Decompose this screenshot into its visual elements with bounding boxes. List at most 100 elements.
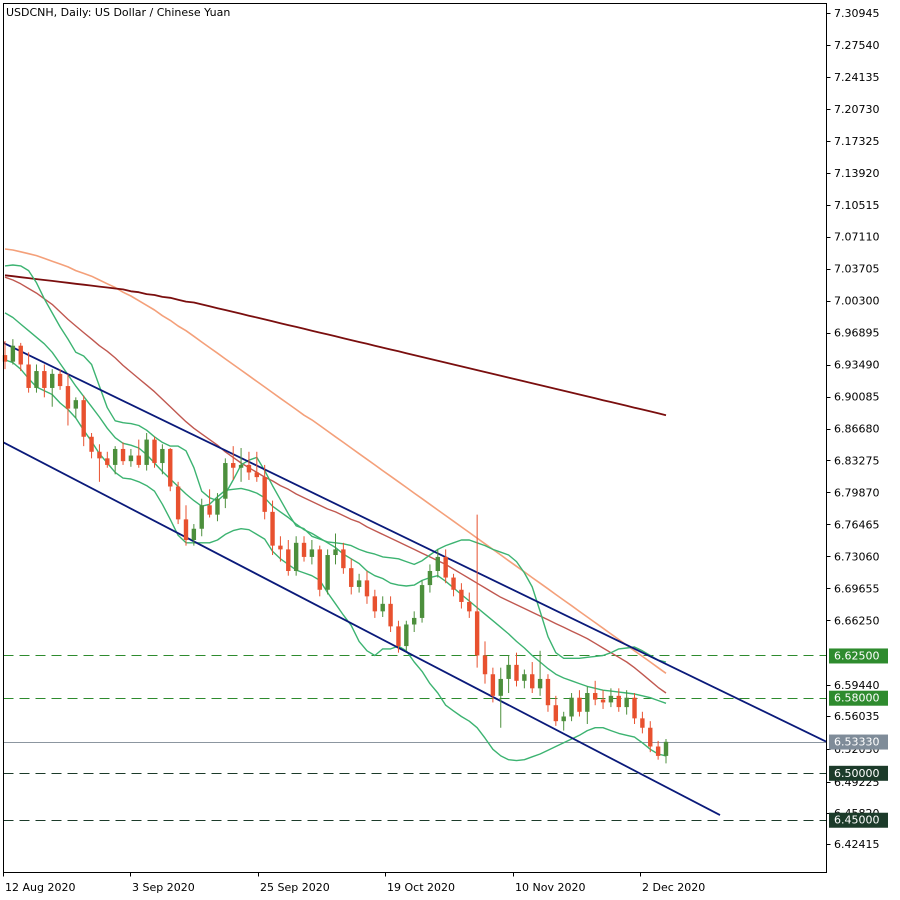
- candle-body: [632, 697, 637, 719]
- candle: [569, 693, 574, 722]
- candle: [270, 500, 275, 556]
- x-tick-label: 25 Sep 2020: [260, 881, 330, 894]
- x-tick-label: 3 Sep 2020: [132, 881, 195, 894]
- candle-body: [443, 556, 448, 578]
- price-label-text: 6.58000: [834, 692, 880, 705]
- candle: [333, 533, 338, 565]
- candle-body: [380, 603, 385, 612]
- candle-body: [34, 371, 39, 388]
- candle: [309, 540, 315, 565]
- price-label-text: 6.50000: [834, 767, 880, 780]
- candle: [616, 688, 621, 712]
- candle-body: [223, 463, 228, 499]
- candle: [42, 364, 47, 398]
- price-label-box: [829, 812, 888, 828]
- candle-body: [388, 603, 393, 627]
- candle: [349, 558, 354, 595]
- trend-channel: [3, 342, 827, 816]
- candle-body: [42, 371, 47, 388]
- candle: [341, 542, 346, 574]
- candle-body: [655, 746, 661, 756]
- candle-body: [585, 693, 590, 712]
- candle-body: [325, 555, 330, 590]
- y-tick-label: 6.56035: [834, 710, 880, 723]
- candle: [89, 433, 94, 459]
- y-tick-label: 6.59440: [834, 679, 880, 692]
- candle: [50, 369, 55, 407]
- candle: [199, 498, 204, 537]
- candle-body: [112, 448, 118, 465]
- candle: [2, 341, 8, 370]
- price-label-box: [829, 648, 888, 664]
- candle: [57, 369, 63, 390]
- channel-line-1: [3, 441, 721, 816]
- candlesticks: [2, 339, 669, 764]
- candle-body: [372, 596, 378, 612]
- candle-body: [577, 697, 582, 712]
- candle-body: [246, 464, 252, 473]
- price-label-text: 6.45000: [834, 814, 880, 827]
- candle: [380, 596, 385, 617]
- candle: [144, 433, 149, 471]
- candle: [561, 711, 566, 731]
- candle: [238, 448, 244, 482]
- candle: [215, 493, 220, 522]
- candle: [73, 397, 79, 418]
- candle: [474, 514, 480, 668]
- candle-body: [648, 727, 653, 747]
- candle-body: [10, 345, 16, 362]
- price-label-text: 6.62500: [834, 649, 880, 662]
- candle-body: [349, 568, 354, 587]
- candle-body: [427, 570, 433, 586]
- candle-body: [120, 448, 126, 462]
- candle-body: [498, 678, 503, 696]
- y-tick-label: 7.17325: [834, 135, 880, 148]
- candle-body: [482, 655, 488, 675]
- candle: [254, 451, 260, 482]
- candle: [404, 620, 409, 651]
- candle: [278, 536, 283, 562]
- candle: [459, 583, 464, 609]
- y-tick-label: 7.27540: [834, 39, 880, 52]
- candle-body: [50, 373, 55, 388]
- price-label-box: [829, 734, 888, 750]
- candle-body: [262, 477, 267, 512]
- candle-body: [341, 549, 346, 569]
- candle-body: [545, 678, 551, 706]
- candle-body: [191, 528, 197, 541]
- candle-body: [600, 699, 606, 703]
- candle-body: [286, 549, 291, 571]
- candle-body: [553, 705, 559, 722]
- candle: [482, 641, 488, 684]
- candle: [655, 740, 661, 760]
- candle: [120, 442, 126, 465]
- candle-body: [514, 664, 519, 681]
- candle-body: [2, 355, 8, 362]
- ma-fast-line: [4, 276, 667, 694]
- candle: [372, 589, 378, 618]
- candle-body: [411, 617, 417, 625]
- candle: [600, 690, 606, 709]
- candle-body: [309, 549, 315, 557]
- candle: [191, 524, 197, 546]
- candle: [506, 655, 511, 694]
- candle: [160, 444, 165, 475]
- price-label-text: 6.53330: [834, 736, 880, 749]
- candle-body: [467, 601, 472, 612]
- candle: [577, 690, 582, 717]
- candle-body: [57, 373, 63, 387]
- candle: [128, 448, 134, 467]
- candle: [624, 690, 629, 715]
- y-tick-label: 6.42415: [834, 838, 880, 851]
- price-axis: 7.30945 7.27540 7.24135 7.20730 7.17325 7.139…: [826, 7, 888, 851]
- candle-body: [97, 451, 102, 459]
- candle-body: [364, 580, 370, 597]
- candle-body: [73, 400, 79, 409]
- candle-body: [592, 693, 598, 700]
- y-tick-label: 6.73060: [834, 550, 880, 563]
- candle-body: [254, 472, 260, 478]
- y-tick-label: 7.20730: [834, 103, 880, 116]
- candle: [663, 739, 669, 764]
